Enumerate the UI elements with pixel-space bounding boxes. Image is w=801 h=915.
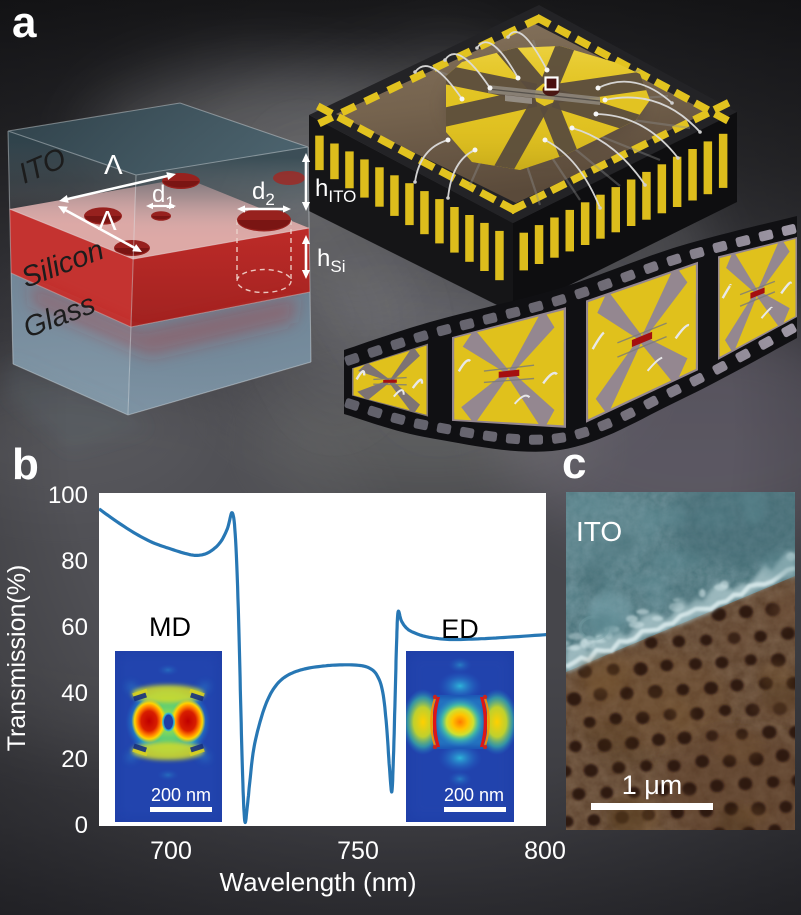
svg-text:200 nm: 200 nm [444,785,504,805]
svg-text:20: 20 [61,746,88,773]
svg-text:b: b [12,440,39,489]
svg-text:a: a [12,0,37,47]
svg-text:200 nm: 200 nm [151,785,211,805]
svg-text:700: 700 [150,837,192,865]
svg-text:40: 40 [61,680,88,707]
svg-text:750: 750 [337,837,379,865]
svg-text:Transmission(%): Transmission(%) [3,565,31,752]
svg-text:60: 60 [61,614,88,641]
svg-text:0: 0 [75,812,88,839]
svg-text:c: c [562,439,586,488]
svg-text:100: 100 [48,482,88,509]
svg-text:ED: ED [441,614,479,644]
svg-text:Λ: Λ [98,205,117,236]
svg-text:Λ: Λ [104,149,123,180]
svg-text:hSi: hSi [317,245,345,276]
svg-text:MD: MD [149,612,191,642]
svg-text:1 μm: 1 μm [622,770,683,800]
svg-text:80: 80 [61,548,88,575]
svg-text:Wavelength (nm): Wavelength (nm) [220,867,417,897]
svg-text:800: 800 [524,837,566,865]
svg-text:ITO: ITO [576,516,622,547]
